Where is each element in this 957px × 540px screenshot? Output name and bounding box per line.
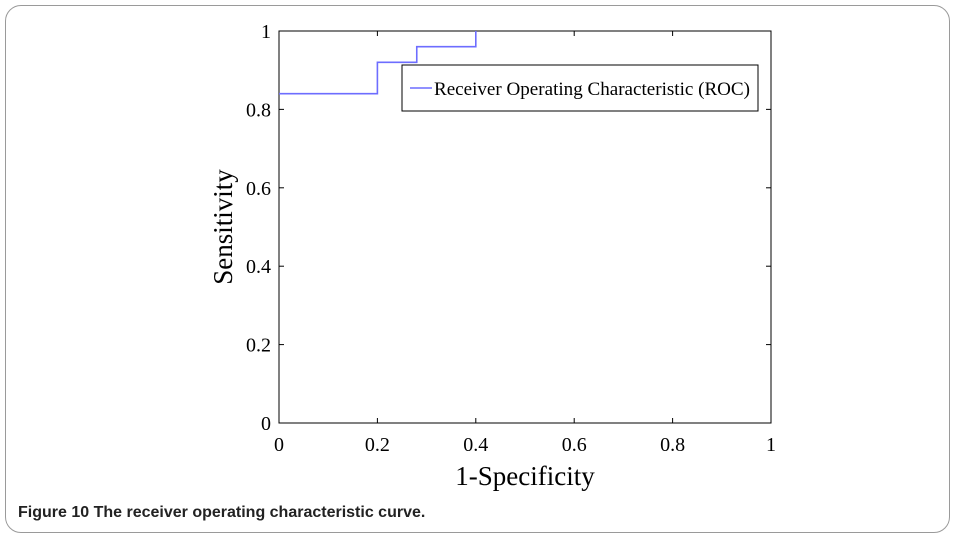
y-tick-label-2: 0.4 — [246, 256, 271, 278]
x-axis-label: 1-Specificity — [455, 461, 595, 491]
x-tick-label-4: 0.8 — [660, 434, 685, 456]
caption-text: The receiver operating characteristic cu… — [93, 504, 426, 521]
x-tick-label-2: 0.4 — [463, 434, 488, 456]
roc-chart: 0 0.2 0.4 0.6 0.8 1 0 0.2 0.4 0.6 0.8 1 1-Specificit… — [208, 21, 776, 491]
x-tick-label-5: 1 — [766, 434, 776, 456]
figure-caption: Figure 10 The receiver operating charact… — [18, 504, 425, 522]
y-tick-label-1: 0.2 — [246, 335, 271, 357]
y-tick-label-0: 0 — [261, 413, 271, 435]
legend-label-0: Receiver Operating Characteristic (ROC) — [434, 79, 750, 100]
x-tick-label-3: 0.6 — [562, 434, 587, 456]
x-tick-label-1: 0.2 — [365, 434, 390, 456]
caption-label: Figure 10 — [18, 504, 90, 521]
y-tick-label-5: 1 — [261, 21, 271, 43]
roc-series-line-0 — [279, 31, 477, 95]
y-tick-label-4: 0.8 — [246, 99, 271, 121]
plot-area-frame — [278, 30, 772, 424]
y-tick-label-3: 0.6 — [246, 178, 271, 200]
legend-box — [401, 64, 759, 112]
x-tick-label-0: 0 — [274, 434, 284, 456]
figure-frame: 0 0.2 0.4 0.6 0.8 1 0 0.2 0.4 0.6 0.8 1 1-Specificit… — [5, 5, 950, 533]
y-axis-label: Sensitivity — [208, 169, 238, 285]
